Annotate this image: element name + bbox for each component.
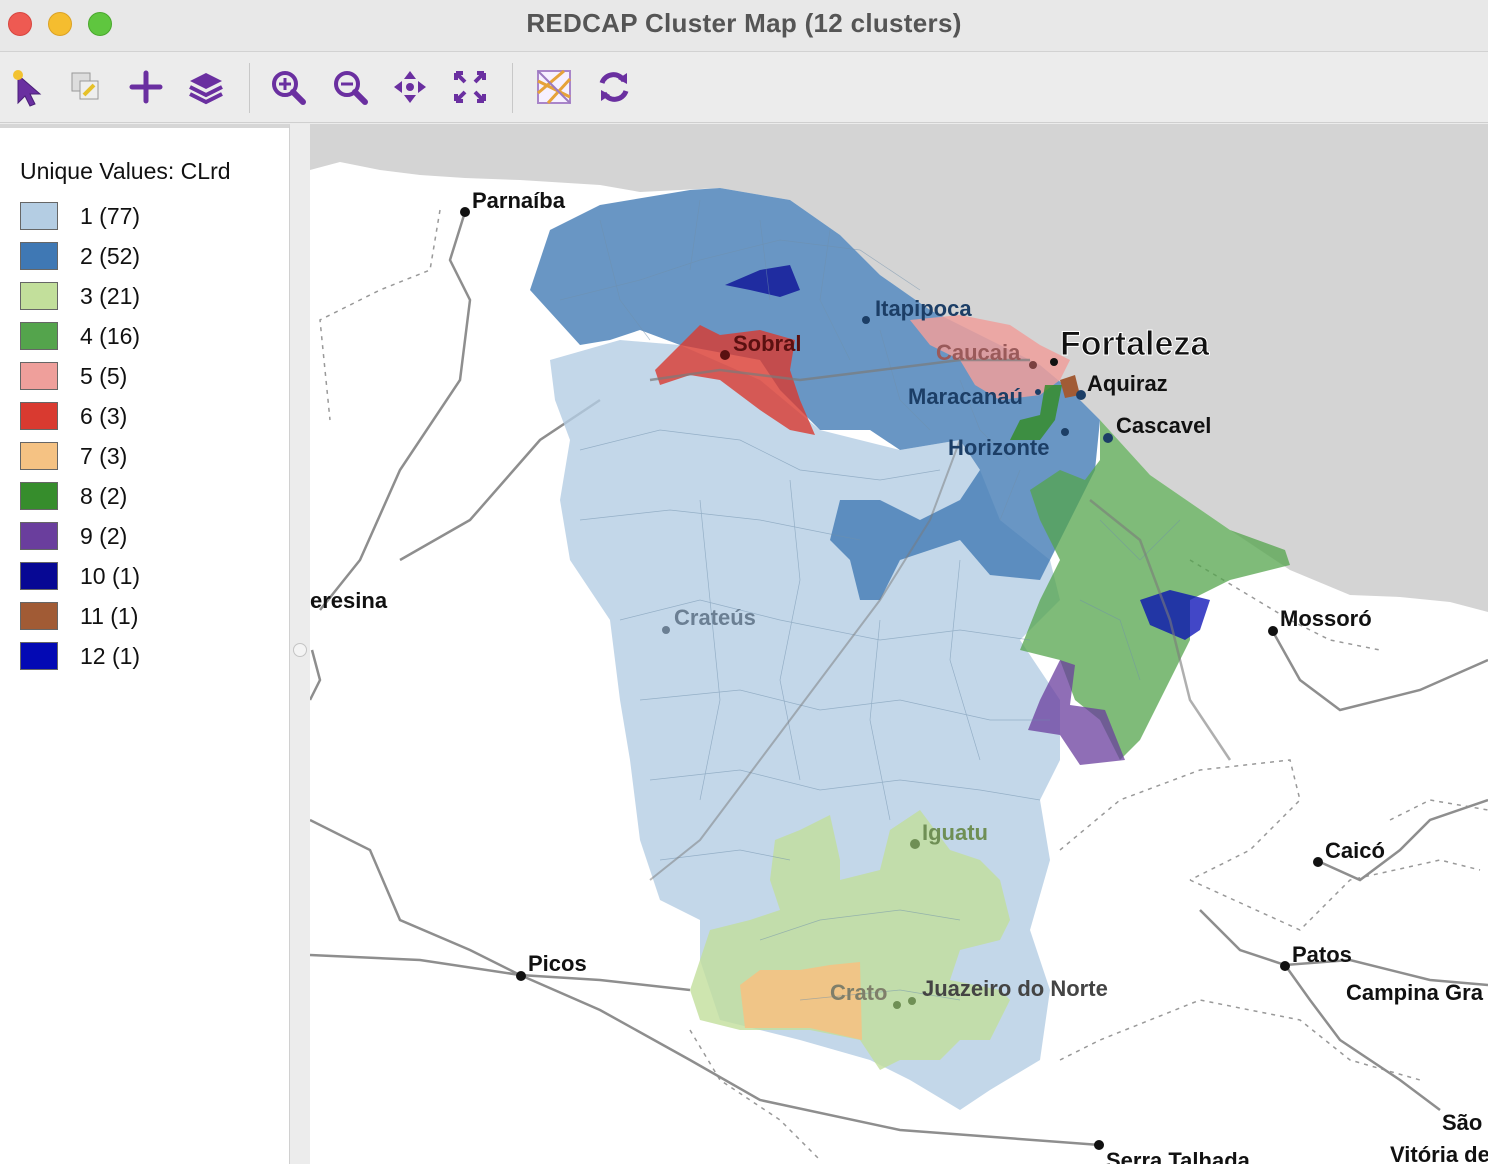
cluster-map[interactable]: Parnaíba Itapipoca Fortaleza Sobral Cauc…	[310, 124, 1488, 1164]
legend-label: 3 (21)	[80, 282, 141, 309]
legend-swatch	[20, 362, 58, 390]
zoom-out-icon	[334, 71, 368, 105]
legend-title: Unique Values: CLrd	[20, 158, 231, 184]
pan-icon	[394, 71, 426, 103]
legend-swatch	[20, 482, 58, 510]
map-toolbar	[0, 53, 1488, 123]
roads	[310, 211, 1488, 1147]
toolbar-separator	[512, 63, 513, 113]
city-label-patos: Patos	[1292, 942, 1352, 967]
legend-item[interactable]: 5 (5)	[20, 360, 127, 392]
legend-item[interactable]: 10 (1)	[20, 560, 140, 592]
splitter-handle[interactable]	[293, 643, 307, 657]
legend-item[interactable]: 9 (2)	[20, 520, 127, 552]
city-label-mossoro: Mossoró	[1280, 606, 1372, 631]
window-title: REDCAP Cluster Map (12 clusters)	[526, 8, 962, 38]
zoom-out-button[interactable]	[328, 65, 372, 109]
city-label-serra-talhada: Serra Talhada	[1106, 1148, 1251, 1164]
legend-swatch	[20, 522, 58, 550]
city-label-juazeiro: Juazeiro do Norte	[922, 976, 1108, 1001]
legend-label: 2 (52)	[80, 242, 141, 269]
city-label-maracanau: Maracanaú	[908, 384, 1023, 409]
map-canvas[interactable]: Parnaíba Itapipoca Fortaleza Sobral Cauc…	[310, 124, 1488, 1164]
legend-item[interactable]: 1 (77)	[20, 200, 140, 232]
legend-item[interactable]: 7 (3)	[20, 440, 127, 472]
city-label-iguatu: Iguatu	[922, 820, 988, 845]
selection-shape-icon	[71, 72, 99, 100]
municipal-boundaries	[559, 199, 1181, 1001]
layers-button[interactable]	[184, 65, 228, 109]
maximize-window-button[interactable]	[88, 12, 112, 36]
basemap-button[interactable]	[532, 65, 576, 109]
legend-label: 7 (3)	[80, 442, 128, 469]
ocean	[310, 124, 1488, 612]
full-extent-button[interactable]	[448, 65, 492, 109]
city-label-crato: Crato	[830, 980, 887, 1005]
close-window-button[interactable]	[8, 12, 32, 36]
legend-swatch	[20, 202, 58, 230]
city-markers	[460, 207, 1323, 1150]
legend-label: 11 (1)	[80, 602, 139, 629]
city-label-picos: Picos	[528, 951, 587, 976]
cluster-regions	[530, 188, 1290, 1110]
legend-label: 6 (3)	[80, 402, 128, 429]
refresh-button[interactable]	[592, 65, 636, 109]
city-label-fortaleza: Fortaleza	[1060, 325, 1210, 363]
add-layer-button[interactable]	[124, 65, 168, 109]
city-label-caucaia: Caucaia	[936, 340, 1021, 365]
legend-swatch	[20, 282, 58, 310]
refresh-icon	[599, 72, 629, 102]
legend-item[interactable]: 4 (16)	[20, 320, 140, 352]
zoom-in-button[interactable]	[266, 65, 310, 109]
city-label-teresina: eresina	[310, 588, 388, 613]
legend-swatch	[20, 242, 58, 270]
zoom-in-icon	[272, 71, 306, 105]
city-label-sobral: Sobral	[733, 331, 801, 356]
legend-swatch	[20, 322, 58, 350]
legend-swatch	[20, 642, 58, 670]
selection-shape-button[interactable]	[64, 65, 108, 109]
legend-label: 1 (77)	[80, 202, 141, 229]
legend-item[interactable]: 2 (52)	[20, 240, 140, 272]
city-label-sao: São	[1442, 1110, 1482, 1135]
legend-item[interactable]: 6 (3)	[20, 400, 127, 432]
legend-swatch	[20, 402, 58, 430]
layers-icon	[189, 73, 223, 105]
city-label-aquiraz: Aquiraz	[1087, 371, 1168, 396]
minimize-window-button[interactable]	[48, 12, 72, 36]
city-label-vitoria: Vitória de	[1390, 1142, 1488, 1164]
legend-swatch	[20, 562, 58, 590]
city-label-crateus: Crateús	[674, 605, 756, 630]
pan-button[interactable]	[388, 65, 432, 109]
legend-swatch	[20, 442, 58, 470]
toolbar-separator	[249, 63, 250, 113]
legend-label: 5 (5)	[80, 362, 128, 389]
legend-item[interactable]: 11 (1)	[20, 600, 138, 632]
legend-item[interactable]: 12 (1)	[20, 640, 140, 672]
legend-label: 10 (1)	[80, 562, 141, 589]
legend-label: 4 (16)	[80, 322, 141, 349]
legend-swatch	[20, 602, 58, 630]
city-label-caico: Caicó	[1325, 838, 1385, 863]
basemap-icon	[537, 69, 572, 105]
legend-item[interactable]: 8 (2)	[20, 480, 127, 512]
legend-label: 12 (1)	[80, 642, 141, 669]
full-extent-icon	[454, 71, 486, 103]
city-label-campina: Campina Gra	[1346, 980, 1484, 1005]
legend-panel: Unique Values: CLrd 1 (77) 2 (52) 3 (21) 4 …	[0, 124, 290, 1164]
select-tool-icon	[13, 70, 42, 107]
city-label-parnaiba: Parnaíba	[472, 188, 566, 213]
city-label-horizonte: Horizonte	[948, 435, 1049, 460]
legend-item[interactable]: 3 (21)	[20, 280, 140, 312]
city-label-cascavel: Cascavel	[1116, 413, 1211, 438]
title-bar: REDCAP Cluster Map (12 clusters)	[0, 0, 1488, 52]
add-layer-icon	[129, 70, 163, 104]
legend-label: 9 (2)	[80, 522, 128, 549]
legend-label: 8 (2)	[80, 482, 128, 509]
city-label-itapipoca: Itapipoca	[875, 296, 972, 321]
select-tool-button[interactable]	[6, 65, 50, 109]
